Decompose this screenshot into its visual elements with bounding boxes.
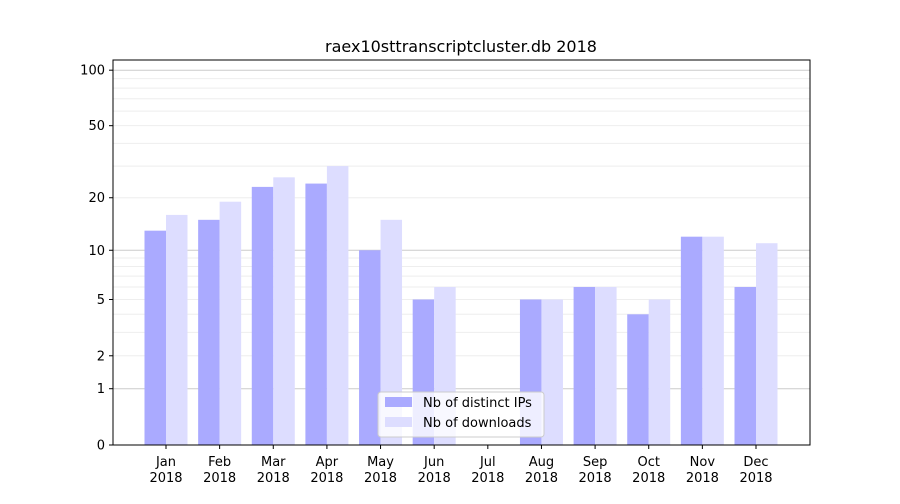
y-tick-label: 20: [88, 191, 105, 206]
x-tick-label: Apr 2018: [310, 455, 343, 486]
x-tick-label: Dec 2018: [739, 455, 772, 486]
legend-label: Nb of distinct IPs: [423, 396, 532, 411]
bar-downloads: [702, 236, 724, 445]
y-tick-label: 1: [97, 382, 105, 397]
x-tick-label: Sep 2018: [579, 455, 612, 486]
bar-distinct-ips: [680, 236, 703, 445]
bar-downloads: [166, 214, 188, 445]
bar-distinct-ips: [198, 219, 220, 445]
bar-distinct-ips: [734, 286, 756, 445]
y-tick-label: 10: [88, 244, 105, 259]
legend-label: Nb of downloads: [423, 416, 532, 431]
x-tick-label: Jul 2018: [471, 455, 504, 486]
bar-downloads: [756, 243, 778, 445]
x-tick-label: Mar 2018: [257, 455, 290, 486]
bar-downloads: [380, 219, 403, 445]
bar-distinct-ips: [305, 183, 327, 445]
y-tick-label: 2: [97, 349, 105, 364]
x-tick-label: Feb 2018: [203, 455, 236, 486]
legend: Nb of distinct IPs Nb of downloads: [377, 391, 545, 438]
plot-frame: [112, 59, 811, 446]
legend-swatch: [385, 397, 412, 407]
x-tick-label: Aug 2018: [525, 455, 558, 486]
legend-swatch: [385, 417, 412, 427]
bar-downloads: [326, 166, 349, 445]
x-tick-label: May 2018: [364, 455, 397, 486]
bar-downloads: [219, 201, 242, 445]
x-tick-label: Jun 2018: [418, 455, 451, 486]
x-tick-label: Nov 2018: [686, 455, 719, 486]
bar-downloads: [648, 299, 671, 445]
bar-distinct-ips: [573, 286, 596, 445]
chart-title: raex10sttranscriptcluster.db 2018: [325, 37, 597, 56]
bar-downloads: [595, 286, 617, 445]
y-tick-label: 50: [88, 119, 105, 134]
y-tick-label: 5: [97, 293, 105, 308]
x-tick-label: Jan 2018: [149, 455, 182, 486]
bar-downloads: [273, 177, 295, 445]
bar-distinct-ips: [359, 250, 381, 445]
bar-distinct-ips: [627, 314, 649, 445]
bar-downloads: [541, 299, 563, 445]
bar-distinct-ips: [251, 186, 274, 445]
bar-distinct-ips: [144, 230, 166, 445]
y-tick-label: 0: [97, 439, 105, 454]
x-tick-label: Oct 2018: [632, 455, 665, 486]
legend-box: [377, 391, 545, 438]
y-tick-label: 100: [80, 64, 105, 79]
